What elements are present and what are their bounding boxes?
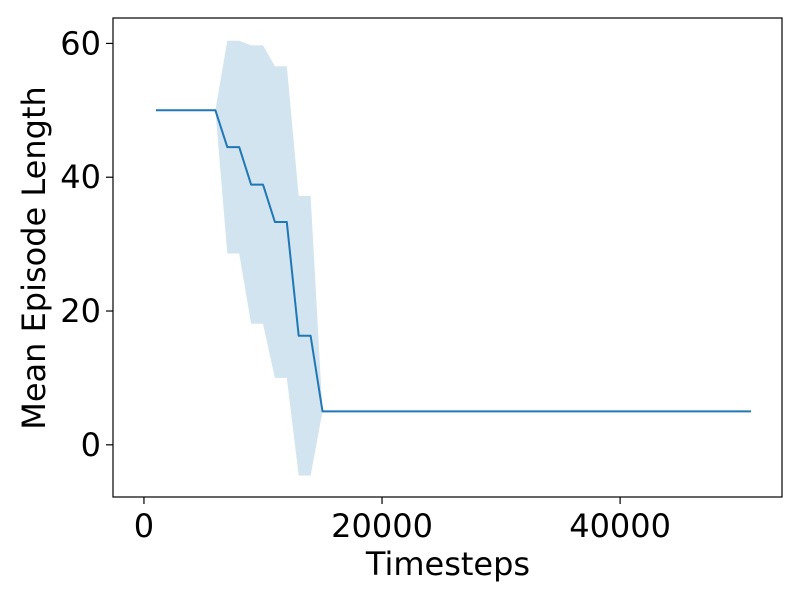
y-tick-label: 40 bbox=[60, 158, 101, 196]
y-tick-label: 20 bbox=[60, 292, 101, 330]
plot-area bbox=[155, 40, 751, 476]
y-tick-label: 0 bbox=[81, 426, 101, 464]
x-axis-label: Timesteps bbox=[365, 545, 530, 583]
y-axis-label: Mean Episode Length bbox=[15, 86, 53, 430]
x-tick-label: 20000 bbox=[331, 507, 433, 545]
axes-frame bbox=[112, 17, 783, 498]
confidence-band-0 bbox=[155, 40, 751, 476]
axes: 0 20000 40000 0 20 40 60 bbox=[60, 17, 783, 545]
y-tick-label: 60 bbox=[60, 24, 101, 62]
x-tick-label: 40000 bbox=[569, 507, 671, 545]
x-tick-label: 0 bbox=[134, 507, 154, 545]
mean-line-0 bbox=[155, 109, 751, 413]
